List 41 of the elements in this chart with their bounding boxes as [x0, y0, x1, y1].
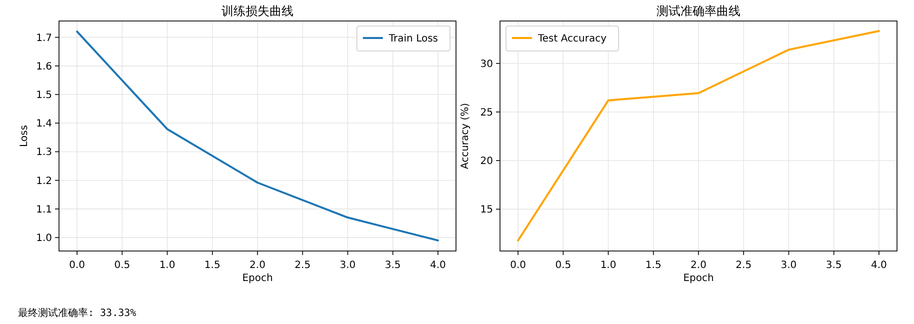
y-axis-title: Loss [19, 125, 30, 147]
y-tick-label: 20 [480, 156, 493, 168]
y-tick-label: 1.5 [36, 90, 52, 102]
x-tick-label: 1.0 [600, 260, 616, 271]
y-tick-label: 1.3 [36, 147, 52, 158]
x-tick-label: 1.5 [645, 260, 662, 271]
chart-title: 训练损失曲线 [222, 4, 294, 18]
legend-label: Train Loss [388, 34, 438, 44]
x-tick-label: 3.5 [826, 260, 842, 271]
x-axis-title: Epoch [683, 273, 714, 284]
x-tick-label: 3.0 [340, 260, 356, 271]
x-tick-label: 2.0 [690, 260, 706, 271]
y-tick-label: 25 [480, 107, 493, 118]
x-tick-label: 3.0 [780, 260, 797, 271]
x-tick-label: 0.0 [69, 260, 85, 271]
x-tick-label: 2.5 [294, 260, 311, 271]
legend-label: Test Accuracy [537, 34, 607, 44]
x-tick-label: 0.5 [555, 260, 572, 271]
x-tick-label: 4.0 [871, 260, 887, 271]
x-tick-label: 0.0 [510, 260, 526, 271]
x-tick-label: 0.5 [114, 260, 130, 271]
x-tick-label: 1.0 [159, 260, 176, 271]
y-tick-label: 1.1 [36, 204, 52, 216]
x-tick-label: 4.0 [430, 260, 446, 271]
y-axis-title: Accuracy (%) [460, 102, 471, 170]
y-tick-label: 1.7 [36, 32, 52, 44]
text: 最终测试准确率: 33.33% [18, 307, 136, 319]
y-tick-label: 30 [480, 58, 493, 70]
line-series [517, 30, 880, 242]
y-tick-label: 1.4 [36, 118, 52, 130]
x-tick-label: 1.5 [204, 260, 220, 271]
chart-title: 测试准确率曲线 [656, 4, 740, 18]
x-tick-label: 2.0 [250, 260, 266, 271]
y-tick-label: 1.6 [36, 61, 52, 72]
line-series [76, 30, 439, 242]
y-tick-label: 1.2 [36, 176, 52, 187]
x-tick-label: 2.5 [736, 260, 752, 271]
x-tick-label: 3.5 [384, 260, 401, 271]
y-tick-label: 1.0 [36, 233, 52, 244]
y-tick-label: 15 [480, 204, 493, 216]
x-axis-title: Epoch [242, 273, 273, 284]
